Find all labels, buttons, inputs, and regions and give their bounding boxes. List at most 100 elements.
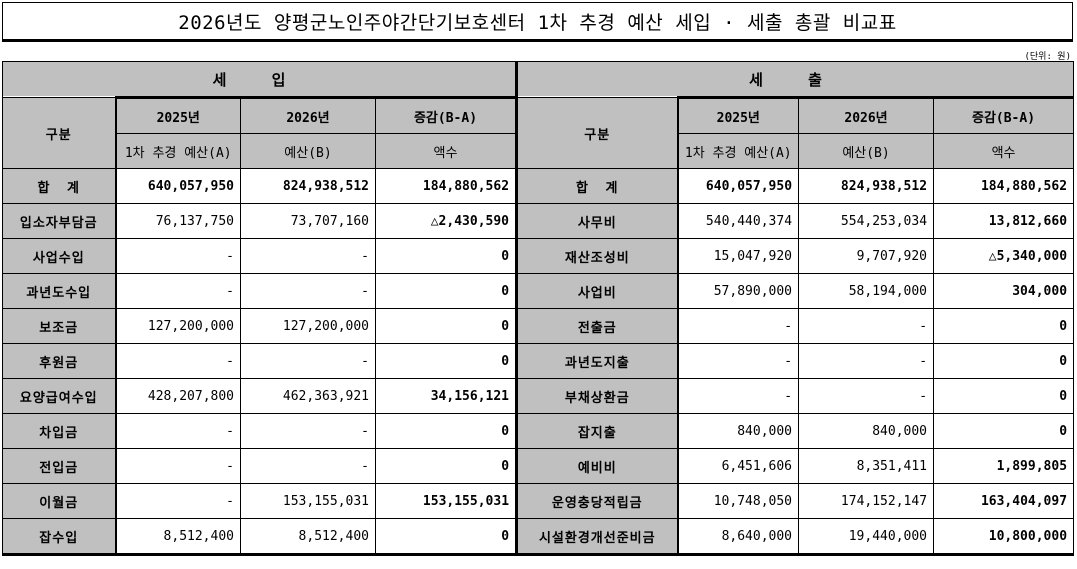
expenditure-category-cell: 사무비: [515, 203, 679, 239]
expenditure-2026-value: -: [798, 343, 935, 379]
revenue-diff-subheader: 액수: [374, 133, 518, 169]
expenditure-2025-value: 540,440,374: [676, 203, 800, 239]
revenue-2026-value: -: [240, 273, 376, 309]
expenditure-section-header: 세 출: [515, 61, 1075, 98]
expenditure-2025-value: 10,748,050: [676, 483, 800, 519]
revenue-2025-value: -: [114, 343, 241, 379]
expenditure-2026-value: 554,253,034: [798, 203, 935, 239]
expenditure-diff-value: 0: [933, 343, 1075, 379]
expenditure-diff-value: △5,340,000: [933, 238, 1075, 274]
table-row: 이월금 -153,155,031 153,155,031 운영충당적립금 10,748,…: [2, 483, 1075, 519]
table-row: 잡수입 8,512,400 8,512,400 0 시설환경개선준비금 8,640,000…: [2, 518, 1075, 556]
expenditure-category-cell: 부채상환금: [515, 378, 679, 414]
table-row: 전입금 - -0 예비비 6,451,606 8,351,411 1,899,805: [2, 448, 1075, 484]
revenue-2026-value: 462,363,921: [240, 378, 376, 414]
table-row: 후원금 - -0 과년도지출 - -0: [2, 343, 1075, 379]
revenue-2026-subheader: 예산(B): [240, 133, 376, 169]
expenditure-category-cell: 사업비: [515, 273, 679, 309]
revenue-2025-value: -: [114, 483, 241, 519]
revenue-category-cell: 차입금: [2, 413, 116, 449]
unit-label: (단위: 원): [1024, 52, 1071, 62]
expenditure-diff-value: 0: [933, 308, 1075, 344]
expenditure-diff-value: 13,812,660: [933, 203, 1075, 239]
expenditure-category-cell: 전출금: [515, 308, 679, 344]
revenue-2025-value: -: [114, 413, 241, 449]
expenditure-2026-value: 9,707,920: [798, 238, 935, 274]
expenditure-2025-subheader: 1차 추경 예산(A): [676, 133, 800, 169]
expenditure-category-header: 구분: [515, 97, 679, 169]
revenue-category-cell: 입소자부담금: [2, 203, 116, 239]
revenue-diff-value: 0: [374, 518, 518, 556]
expenditure-2026-value: 19,440,000: [798, 518, 935, 556]
revenue-2026-value: -: [240, 448, 376, 484]
table-row: 차입금 - -0 잡지출 840,000 840,000 0: [2, 413, 1075, 449]
expenditure-category-cell: 예비비: [515, 448, 679, 484]
revenue-category-cell: 후원금: [2, 343, 116, 379]
revenue-diff-value: 0: [374, 343, 518, 379]
expenditure-2025-header: 2025년: [676, 96, 800, 134]
table-row: 보조금 127,200,000 127,200,000 0 전출금 - -0: [2, 308, 1075, 344]
expenditure-2026-value: 840,000: [798, 413, 935, 449]
expenditure-2026-value: 174,152,147: [798, 483, 935, 519]
expenditure-2025-value: -: [676, 343, 800, 379]
revenue-diff-value: 34,156,121: [374, 378, 518, 414]
revenue-2026-value: 8,512,400: [240, 518, 376, 556]
revenue-diff-value: 0: [374, 273, 518, 309]
revenue-diff-value: 184,880,562: [374, 168, 518, 204]
revenue-category-cell: 이월금: [2, 483, 116, 519]
revenue-2026-value: -: [240, 413, 376, 449]
revenue-2025-value: -: [114, 238, 241, 274]
revenue-2025-value: 428,207,800: [114, 378, 241, 414]
revenue-diff-value: 0: [374, 413, 518, 449]
expenditure-category-cell: 과년도지출: [515, 343, 679, 379]
expenditure-2025-value: 8,640,000: [676, 518, 800, 556]
revenue-2025-value: -: [114, 448, 241, 484]
revenue-2025-header: 2025년: [114, 96, 241, 134]
table-row: 요양급여수입 428,207,800 462,363,921 34,156,121 부채…: [2, 378, 1075, 414]
expenditure-2025-value: -: [676, 378, 800, 414]
revenue-category-header: 구분: [2, 97, 116, 169]
revenue-2026-header: 2026년: [240, 96, 376, 134]
expenditure-2025-value: 15,047,920: [676, 238, 800, 274]
budget-comparison-table: 세 입 세 출 구분 2025년 2026년 증감(B-A) 구분 2025년 …: [1, 61, 1075, 556]
revenue-section-header: 세 입: [1, 61, 518, 98]
revenue-2026-value: -: [240, 238, 376, 274]
revenue-2026-value: 73,707,160: [240, 203, 376, 239]
expenditure-2025-value: 6,451,606: [676, 448, 800, 484]
expenditure-2026-value: -: [798, 308, 935, 344]
revenue-2025-value: 76,137,750: [114, 203, 241, 239]
expenditure-2025-value: 640,057,950: [676, 168, 800, 204]
expenditure-diff-subheader: 액수: [933, 133, 1075, 169]
expenditure-diff-header: 증감(B-A): [933, 96, 1075, 134]
revenue-2026-value: -: [240, 343, 376, 379]
table-row: 입소자부담금 76,137,750 73,707,160 △2,430,590 사무비 5…: [2, 203, 1075, 239]
revenue-category-cell: 요양급여수입: [2, 378, 116, 414]
expenditure-diff-value: 10,800,000: [933, 518, 1075, 556]
document-title: 2026년도 양평군노인주야간단기보호센터 1차 추경 예산 세입 · 세출 총…: [2, 2, 1073, 42]
revenue-category-cell: 전입금: [2, 448, 116, 484]
revenue-2025-subheader: 1차 추경 예산(A): [114, 133, 241, 169]
revenue-category-cell: 과년도수입: [2, 273, 116, 309]
expenditure-diff-value: 304,000: [933, 273, 1075, 309]
expenditure-2026-header: 2026년: [798, 96, 935, 134]
revenue-diff-value: 0: [374, 238, 518, 274]
expenditure-diff-value: 163,404,097: [933, 483, 1075, 519]
revenue-category-cell: 사업수입: [2, 238, 116, 274]
expenditure-category-cell: 시설환경개선준비금: [515, 518, 679, 556]
expenditure-2026-value: 58,194,000: [798, 273, 935, 309]
expenditure-2026-value: 824,938,512: [798, 168, 935, 204]
revenue-2025-value: -: [114, 273, 241, 309]
expenditure-category-cell: 잡지출: [515, 413, 679, 449]
revenue-diff-value: 153,155,031: [374, 483, 518, 519]
revenue-2025-value: 8,512,400: [114, 518, 241, 556]
table-row: 과년도수입 - -0 사업비 57,890,000 58,194,000 304,000: [2, 273, 1075, 309]
expenditure-2025-value: 840,000: [676, 413, 800, 449]
revenue-2026-value: 824,938,512: [240, 168, 376, 204]
expenditure-2026-subheader: 예산(B): [798, 133, 935, 169]
expenditure-2026-value: -: [798, 378, 935, 414]
expenditure-diff-value: 184,880,562: [933, 168, 1075, 204]
expenditure-diff-value: 0: [933, 378, 1075, 414]
revenue-diff-value: 0: [374, 448, 518, 484]
revenue-2025-value: 127,200,000: [114, 308, 241, 344]
